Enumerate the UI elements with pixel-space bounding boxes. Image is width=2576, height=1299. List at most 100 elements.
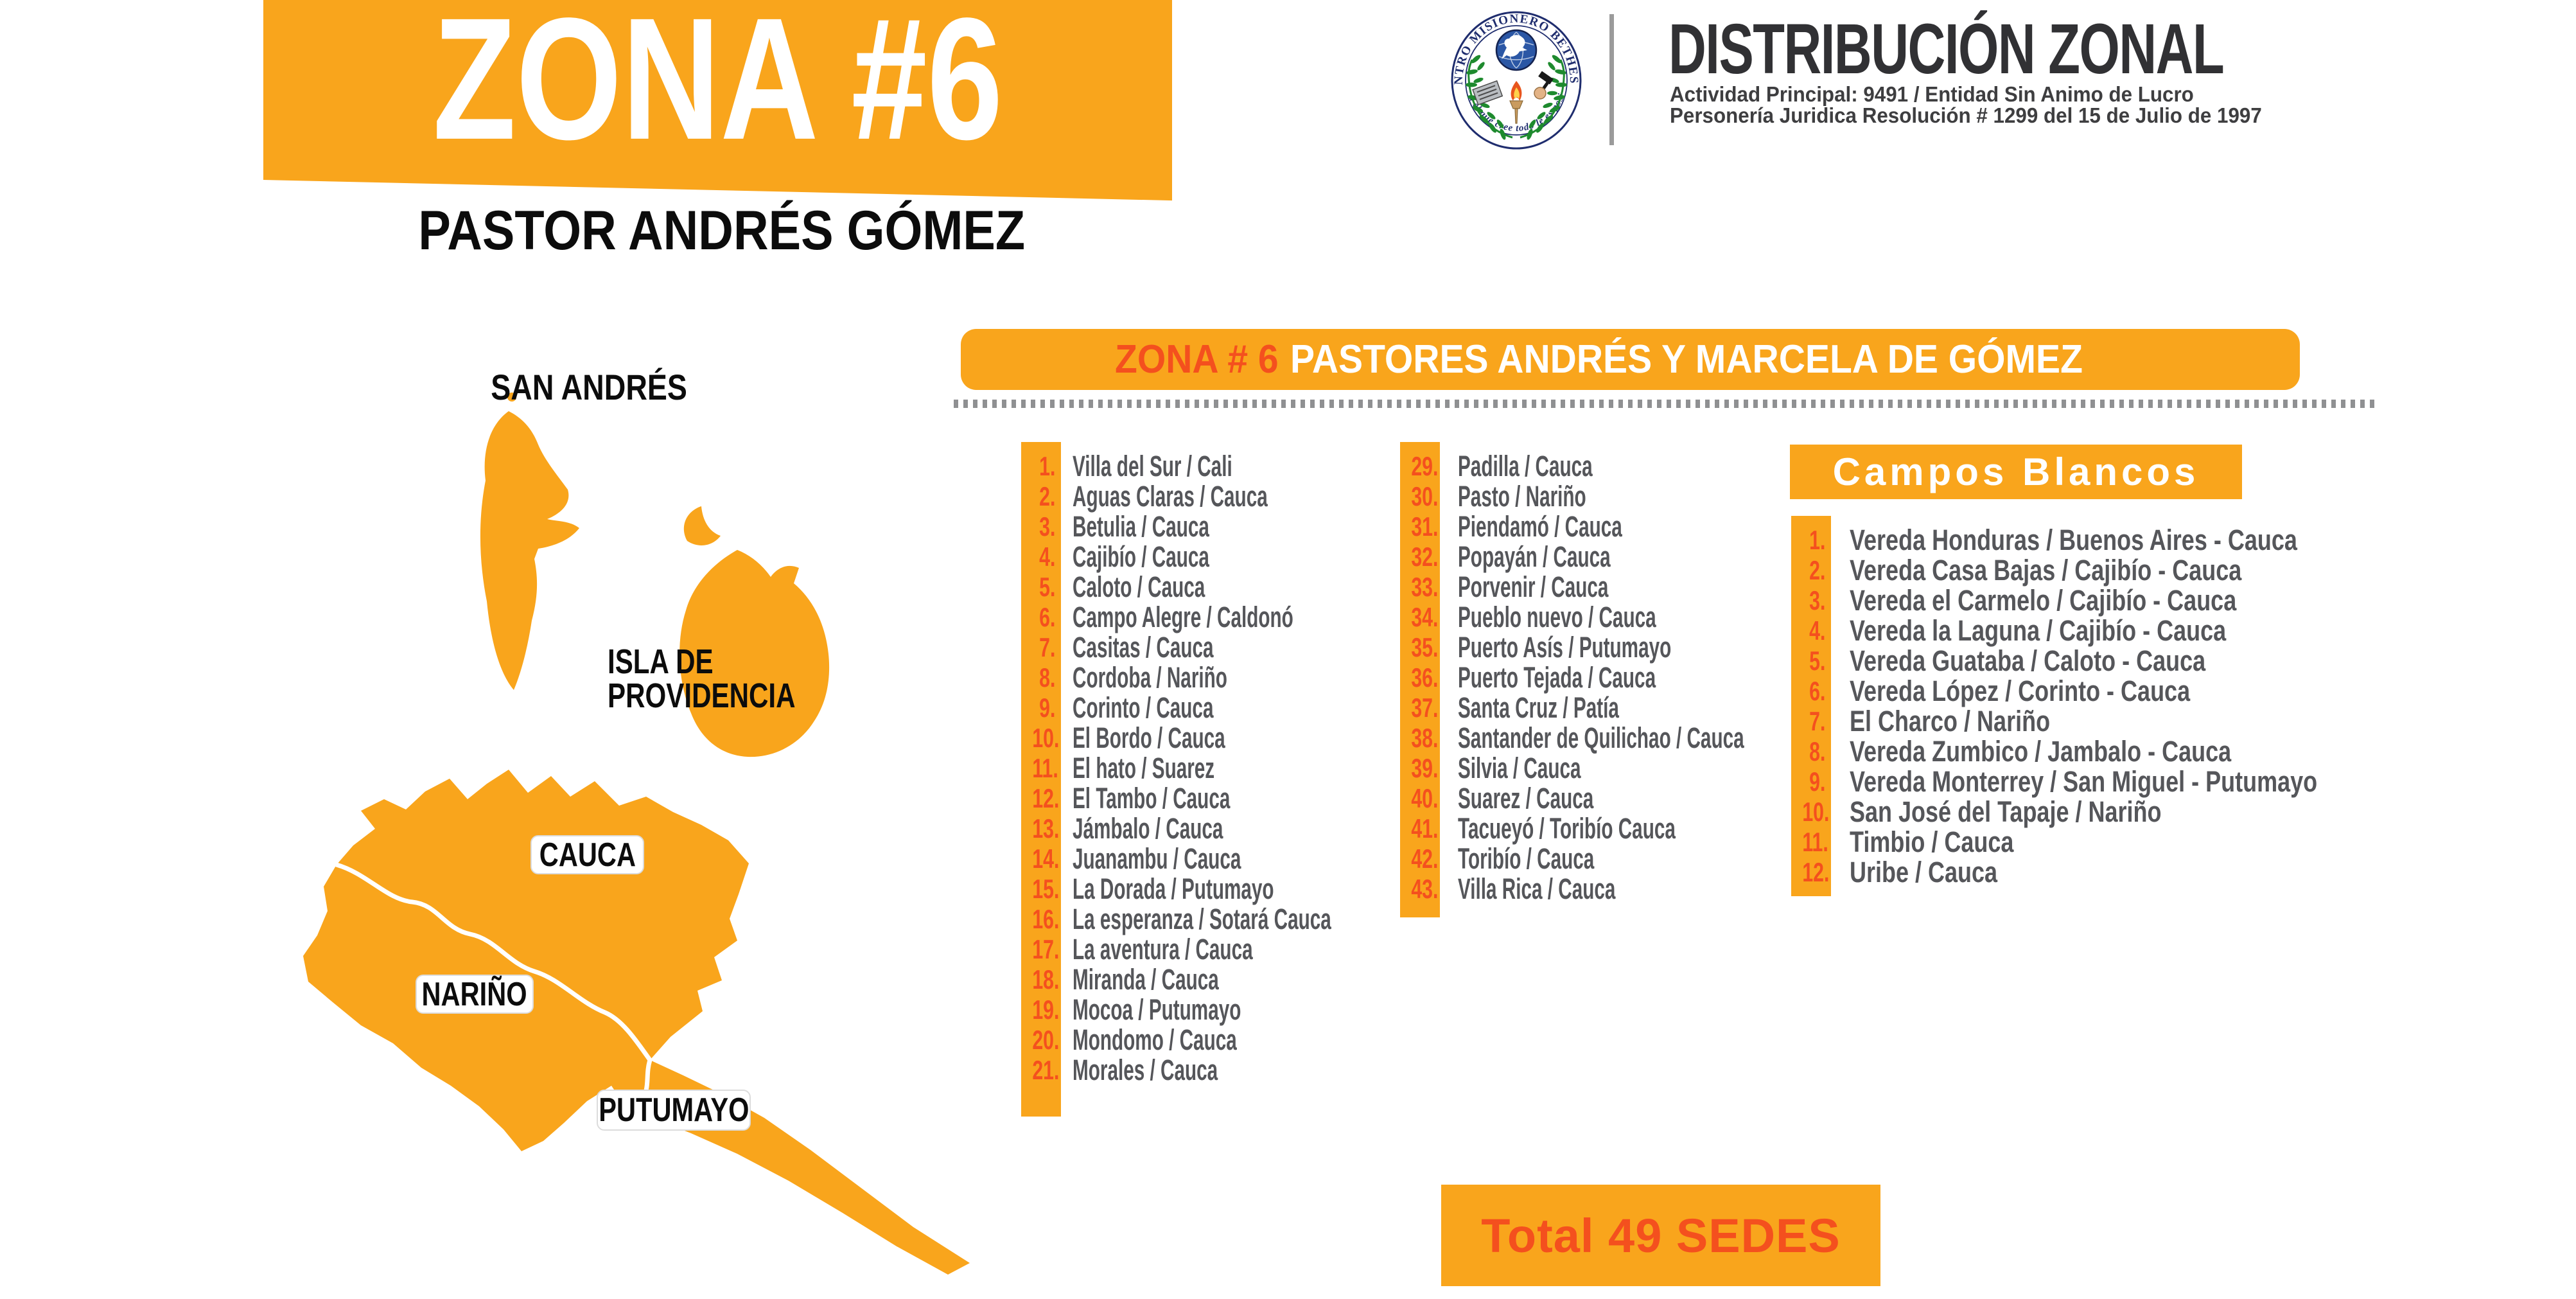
list-item: Vereda la Laguna / Cajibío - Cauca — [1850, 614, 2227, 647]
list-item: Santander de Quilichao / Cauca — [1458, 721, 1744, 754]
list-item: Caloto / Cauca — [1073, 570, 1205, 603]
logo-hammer-icon — [1534, 71, 1554, 100]
list-item-number: 21. — [1032, 1055, 1060, 1085]
list-item: Piendamó / Cauca — [1458, 510, 1622, 543]
list-item-number: 6. — [1039, 602, 1056, 632]
list-item-number: 32. — [1411, 542, 1439, 572]
list-item-number: 3. — [1039, 511, 1056, 542]
list-item-number: 5. — [1809, 646, 1826, 676]
list-item-number: 39. — [1411, 753, 1439, 783]
pastor-name: PASTOR ANDRÉS GÓMEZ — [418, 200, 1026, 261]
zone-title-names: PASTORES ANDRÉS Y MARCELA DE GÓMEZ — [1290, 337, 2083, 382]
list-item: Betulia / Cauca — [1073, 510, 1209, 543]
list-item-number: 1. — [1809, 525, 1826, 555]
zone-title-prefix: ZONA # 6 — [1115, 337, 1279, 382]
list-item-number: 11. — [1802, 827, 1828, 857]
list-item-number: 8. — [1809, 736, 1826, 766]
list-item-number: 8. — [1039, 662, 1056, 693]
list-item-number: 16. — [1032, 904, 1060, 934]
campos-blancos-number-strip: 1. 2. 3. 4. 5. 6. 7. 8. 9. 10. 11. 12. — [1791, 516, 1831, 896]
list-item: Cajibío / Cauca — [1073, 540, 1209, 573]
list-item-number: 30. — [1411, 481, 1439, 511]
list-item: Uribe / Cauca — [1850, 856, 1998, 888]
list-item-number: 35. — [1411, 632, 1439, 662]
list-item-number: 4. — [1039, 542, 1056, 572]
list-item-number: 37. — [1411, 693, 1439, 723]
list-item-number: 2. — [1039, 481, 1056, 511]
region-label-cauca: CAUCA — [530, 835, 644, 874]
list-item-number: 18. — [1032, 964, 1060, 994]
list-item: Vereda Monterrey / San Miguel - Putumayo — [1850, 765, 2318, 798]
list-item: La Dorada / Putumayo — [1073, 872, 1274, 905]
providencia-label: ISLA DE PROVIDENCIA — [608, 642, 796, 715]
list-item: San José del Tapaje / Nariño — [1850, 795, 2162, 828]
list-item: Miranda / Cauca — [1073, 963, 1219, 996]
list-item-number: 40. — [1411, 783, 1439, 813]
org-title: DISTRIBUCIÓN ZONAL — [1669, 10, 2225, 89]
campos-blancos-list: Vereda Honduras / Buenos Aires - Cauca Ve… — [1850, 525, 2434, 887]
list-item-number: 7. — [1039, 632, 1056, 662]
san-andres-label: SAN ANDRÉS — [491, 367, 687, 407]
list-item: Cordoba / Nariño — [1073, 661, 1227, 694]
list-item: Santa Cruz / Patía — [1458, 691, 1619, 724]
list-item-number: 31. — [1411, 511, 1439, 542]
list-item: Vereda Casa Bajas / Cajibío - Cauca — [1850, 554, 2242, 587]
list-item-number: 20. — [1032, 1025, 1060, 1055]
region-label-narino: NARIÑO — [416, 975, 534, 1014]
list-item: Pasto / Nariño — [1458, 480, 1586, 513]
list-item: Vereda Guataba / Caloto - Cauca — [1850, 644, 2206, 677]
list-item-number: 13. — [1032, 813, 1060, 844]
san-andres-island-shape — [480, 393, 579, 690]
list-item: Juanambu / Cauca — [1073, 842, 1241, 875]
list-item-number: 38. — [1411, 723, 1439, 753]
list-item: Pueblo nuevo / Cauca — [1458, 601, 1656, 633]
list-item: La aventura / Cauca — [1073, 933, 1253, 966]
list-item: Puerto Asís / Putumayo — [1458, 631, 1672, 664]
list-item: Casitas / Cauca — [1073, 631, 1214, 664]
list-item-number: 42. — [1411, 844, 1439, 874]
list-item: Puerto Tejada / Cauca — [1458, 661, 1656, 694]
list-item: La esperanza / Sotará Cauca — [1073, 903, 1331, 935]
list-item-number: 12. — [1032, 783, 1060, 813]
list-item-number: 34. — [1411, 602, 1439, 632]
logo-torch-icon — [1509, 81, 1523, 124]
list-item: Porvenir / Cauca — [1458, 570, 1609, 603]
list-item: Toribío / Cauca — [1458, 842, 1595, 875]
list-item-number: 7. — [1809, 706, 1826, 736]
list-item-number: 33. — [1411, 572, 1439, 602]
list-item-number: 5. — [1039, 572, 1056, 602]
header-divider — [1609, 14, 1614, 145]
list-item-number: 4. — [1809, 615, 1826, 646]
list-item-number: 11. — [1032, 753, 1058, 783]
list-item: Vereda López / Corinto - Cauca — [1850, 675, 2191, 707]
list-item-number: 9. — [1039, 693, 1056, 723]
list-item-number: 36. — [1411, 662, 1439, 693]
zona-banner-title: ZONA #6 — [432, 0, 1003, 177]
sedes-col1-number-strip: 1. 2. 3. 4. 5. 6. 7. 8. 9. 10. 11. 12. 13. 14. 15. 16. 1… — [1021, 442, 1061, 1117]
list-item: Mondomo / Cauca — [1073, 1023, 1237, 1056]
providencia-island-shape — [679, 506, 830, 757]
list-item: Corinto / Cauca — [1073, 691, 1214, 724]
cmb-logo-icon: CENTRO MISIONERO BETHESDA Para el que cr… — [1450, 10, 1582, 150]
list-item: Campo Alegre / Caldonó — [1073, 601, 1293, 633]
list-item-number: 12. — [1802, 857, 1830, 887]
list-item: Suarez / Cauca — [1458, 782, 1594, 815]
list-item: Popayán / Cauca — [1458, 540, 1611, 573]
list-item: Villa Rica / Cauca — [1458, 872, 1616, 905]
list-item: Jámbalo / Cauca — [1073, 812, 1223, 845]
campos-blancos-banner: Campos Blancos — [1790, 445, 2242, 499]
sedes-col2-list: Padilla / Cauca Pasto / Nariño Piendamó / … — [1458, 451, 1891, 904]
list-item: El Tambo / Cauca — [1073, 782, 1231, 815]
dotted-separator — [954, 400, 2376, 408]
list-item: Vereda Zumbico / Jambalo - Cauca — [1850, 735, 2232, 768]
maps-graphic — [303, 393, 970, 1275]
list-item-number: 15. — [1032, 874, 1060, 904]
region-label-putumayo: PUTUMAYO — [597, 1090, 751, 1131]
org-subtitle-line2: Personería Juridica Resolución # 1299 de… — [1670, 103, 2262, 127]
logo-book-icon — [1472, 80, 1503, 106]
zona-banner: ZONA #6 — [263, 0, 1172, 201]
list-item: Morales / Cauca — [1073, 1054, 1218, 1086]
list-item-number: 1. — [1039, 451, 1056, 481]
list-item-number: 41. — [1411, 813, 1439, 844]
